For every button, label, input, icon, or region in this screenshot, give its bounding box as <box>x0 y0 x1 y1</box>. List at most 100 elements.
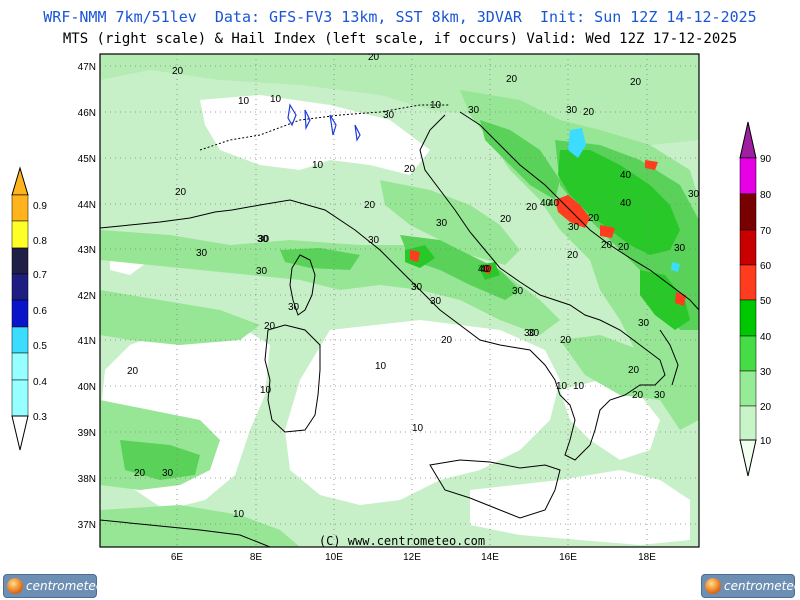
contour-label: 20 <box>632 390 644 401</box>
contour-label: 30 <box>468 105 480 116</box>
mts-scale-tick: 30 <box>760 367 772 378</box>
contour-label: 20 <box>506 74 518 85</box>
contour-label: 20 <box>628 365 640 376</box>
hail-scale-tick: 0.4 <box>33 377 47 388</box>
map-frame <box>99 53 700 548</box>
mts-scale: 90 80 70 60 50 40 30 20 10 <box>739 121 772 477</box>
contour-label: 20 <box>526 202 538 213</box>
lat-label: 40N <box>78 382 96 393</box>
hail-index-scale: 0.9 0.8 0.7 0.6 0.5 0.4 0.3 <box>11 166 47 451</box>
contour-label: 10 <box>233 509 245 520</box>
lat-label: 47N <box>78 62 96 73</box>
contour-label: 40 <box>548 198 560 209</box>
globe-icon <box>7 578 23 594</box>
contour-label: 30 <box>258 234 270 245</box>
lat-label: 42N <box>78 291 96 302</box>
contour-label: 20 <box>134 468 146 479</box>
contour-label: 40 <box>540 198 552 209</box>
lon-label: 18E <box>638 552 656 563</box>
contour-label: 20 <box>441 335 453 346</box>
contour-label: 30 <box>257 234 269 245</box>
contour-label: 20 <box>601 240 613 251</box>
contour-label: 20 <box>175 187 187 198</box>
contour-label: 40 <box>620 198 632 209</box>
hail-scale-tick: 0.6 <box>33 306 47 317</box>
map-field <box>100 54 699 547</box>
contour-label: 30 <box>196 248 208 259</box>
lon-label: 14E <box>481 552 499 563</box>
centrometeo-logo-left[interactable]: centrometeo <box>3 574 103 598</box>
contour-label: 40 <box>620 170 632 181</box>
contour-label: 30 <box>568 222 580 233</box>
contour-label: 30 <box>638 318 650 329</box>
contour-label: 20 <box>588 213 600 224</box>
mts-scale-tick: 60 <box>760 261 772 272</box>
lon-axis: 6E 8E 10E 12E 14E 16E 18E <box>171 552 656 563</box>
lat-axis: 47N 46N 45N 44N 43N 42N 41N 40N 39N 38N … <box>78 62 96 531</box>
contour-label: 30 <box>566 105 578 116</box>
contour-label: 10 <box>238 96 250 107</box>
lat-label: 37N <box>78 520 96 531</box>
contour-label: 30 <box>256 266 268 277</box>
contour-label: 30 <box>411 282 423 293</box>
lat-label: 44N <box>78 200 96 211</box>
lon-label: 10E <box>325 552 343 563</box>
contour-label: 20 <box>364 200 376 211</box>
lat-label: 45N <box>78 154 96 165</box>
contour-label: 20 <box>127 366 139 377</box>
contour-label: 30 <box>528 328 540 339</box>
coastline <box>100 104 699 547</box>
contour-label: 40 <box>480 264 492 275</box>
contour-label: 10 <box>430 100 442 111</box>
contour-label: 20 <box>567 250 579 261</box>
lon-label: 6E <box>171 552 184 563</box>
contour-label: 30 <box>654 390 666 401</box>
lon-label: 16E <box>559 552 577 563</box>
lat-label: 38N <box>78 474 96 485</box>
lat-label: 43N <box>78 245 96 256</box>
mts-scale-tick: 70 <box>760 226 772 237</box>
mts-scale-tick: 10 <box>760 436 772 447</box>
hail-scale-tick: 0.7 <box>33 270 47 281</box>
contour-label: 30 <box>383 110 395 121</box>
contour-label: 30 <box>430 296 442 307</box>
contour-label: 40 <box>478 264 490 275</box>
contour-label: 30 <box>288 302 300 313</box>
contour-label: 30 <box>512 286 524 297</box>
contour-label: 30 <box>524 328 536 339</box>
contour-label: 10 <box>412 423 424 434</box>
centrometeo-logo-right[interactable]: centrometeo <box>701 574 800 598</box>
lat-label: 41N <box>78 336 96 347</box>
contour-label: 20 <box>172 66 184 77</box>
lat-label: 46N <box>78 108 96 119</box>
hail-scale-tick: 0.9 <box>33 201 47 212</box>
contour-label: 10 <box>260 385 272 396</box>
logo-text: centrometeo <box>26 579 104 593</box>
contour-label: 30 <box>674 243 686 254</box>
contour-label: 20 <box>500 214 512 225</box>
mts-scale-tick: 50 <box>760 296 772 307</box>
contour-label: 30 <box>368 235 380 246</box>
contour-label: 30 <box>436 218 448 229</box>
contour-label: 10 <box>375 361 387 372</box>
map-subtitle: MTS (right scale) & Hail Index (left sca… <box>62 31 738 47</box>
contour-label: 20 <box>404 164 416 175</box>
logo-text: centrometeo <box>724 579 800 593</box>
copyright-text: (C) www.centrometeo.com <box>319 534 485 548</box>
contour-label: 20 <box>264 321 276 332</box>
contour-label: 10 <box>270 94 282 105</box>
contour-label: 20 <box>630 77 642 88</box>
mts-scale-tick: 90 <box>760 154 772 165</box>
contour-label: 10 <box>556 381 568 392</box>
contour-label: 10 <box>312 160 324 171</box>
contour-label: 20 <box>560 335 572 346</box>
mts-scale-tick: 40 <box>760 332 772 343</box>
lon-label: 8E <box>250 552 263 563</box>
contour-labels: 20 20 10 10 10 30 20 20 10 20 30 20 30 2… <box>127 54 699 520</box>
lat-label: 39N <box>78 428 96 439</box>
contour-label: 10 <box>573 381 585 392</box>
globe-icon <box>705 578 721 594</box>
hail-scale-tick: 0.8 <box>33 236 47 247</box>
lon-label: 12E <box>403 552 421 563</box>
